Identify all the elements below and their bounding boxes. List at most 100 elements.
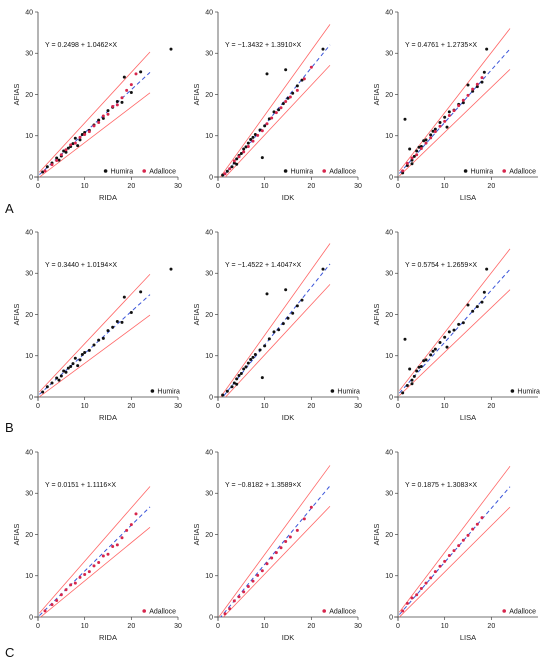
y-tick-label: 0 (29, 614, 33, 621)
data-point (429, 136, 433, 140)
data-point (83, 350, 87, 354)
x-tick-label: 0 (396, 403, 400, 410)
data-point (415, 593, 419, 597)
y-tick-label: 40 (25, 9, 33, 16)
x-axis-label: IDK (282, 193, 295, 202)
data-point (466, 93, 470, 97)
y-axis-label: AFIAS (192, 304, 201, 326)
x-tick-label: 20 (127, 183, 135, 190)
data-point (246, 584, 250, 588)
legend-label-humira: Humira (337, 388, 360, 395)
lower-band-line (399, 289, 511, 396)
x-tick-label: 10 (261, 623, 269, 630)
data-point (403, 117, 407, 121)
data-point (480, 516, 484, 520)
data-point (270, 116, 274, 120)
data-point (438, 341, 442, 345)
data-point (242, 367, 246, 371)
data-point (97, 121, 101, 125)
data-point (279, 106, 283, 110)
data-point (242, 147, 246, 151)
data-point (251, 135, 255, 139)
data-point (281, 322, 285, 326)
data-point (223, 612, 227, 616)
x-tick-label: 20 (487, 183, 495, 190)
data-point (457, 322, 461, 326)
data-point (239, 371, 243, 375)
data-point (281, 102, 285, 106)
regression-equation: Y = 0.3440 + 1.0194×X (45, 262, 117, 269)
data-point (115, 320, 119, 324)
data-point (45, 165, 49, 169)
chart-panel-B-lisa: 0 10 20 30 40 0 10 20 LISA AFIAS Y = 0.5754 + 1.26… (372, 229, 540, 422)
data-point (50, 163, 54, 167)
data-point (291, 91, 295, 95)
x-tick-label: 0 (396, 183, 400, 190)
data-point (419, 587, 423, 591)
data-point (286, 96, 290, 100)
y-tick-label: 30 (25, 51, 33, 58)
data-point (267, 337, 271, 341)
data-point (485, 267, 489, 271)
legend-marker-adalloce (322, 609, 327, 613)
y-tick-label: 10 (385, 353, 393, 360)
data-point (321, 267, 325, 271)
data-point (447, 110, 451, 114)
series-adalloce (43, 72, 138, 173)
data-point (57, 158, 61, 162)
data-point (106, 112, 110, 116)
data-point (253, 353, 257, 357)
chart-panel-A-lisa: 0 10 20 30 40 0 10 20 LISA AFIAS Y = 0.4761 + 1.27… (372, 9, 538, 202)
data-point (284, 100, 288, 104)
x-tick-label: 20 (127, 623, 135, 630)
data-point (438, 124, 442, 128)
data-point (249, 137, 253, 141)
x-tick-label: 30 (174, 403, 182, 410)
data-point (120, 536, 124, 540)
y-tick-label: 30 (205, 51, 213, 58)
data-point (475, 522, 479, 526)
data-point (410, 158, 414, 162)
data-point (115, 100, 119, 104)
data-point (232, 159, 236, 163)
y-tick-label: 0 (209, 174, 213, 181)
data-point (246, 361, 250, 365)
upper-band-line (220, 243, 331, 397)
data-point (302, 77, 306, 81)
data-point (43, 609, 47, 613)
data-point (466, 303, 470, 307)
y-tick-label: 30 (25, 271, 33, 278)
data-point (78, 358, 82, 362)
legend-marker-adalloce (142, 169, 146, 173)
fit-lines (399, 248, 511, 396)
y-tick-label: 20 (205, 532, 213, 539)
series-humira (221, 267, 325, 397)
data-point (169, 47, 173, 51)
data-point (80, 353, 84, 357)
data-point (225, 169, 229, 173)
data-point (237, 374, 241, 378)
y-tick-label: 10 (205, 133, 213, 140)
data-point (295, 304, 299, 308)
data-point (106, 109, 110, 113)
data-point (59, 593, 63, 597)
data-point (55, 599, 59, 602)
x-axis-label: RIDA (99, 413, 117, 422)
data-point (482, 70, 486, 74)
data-point (253, 133, 257, 137)
data-point (408, 147, 412, 151)
data-point (139, 70, 143, 74)
data-point (169, 267, 173, 271)
data-point (457, 104, 461, 108)
y-tick-label: 20 (25, 92, 33, 99)
legend-label-adalloce: Adalloce (329, 168, 356, 175)
regression-equation: Y = 0.4761 + 1.2735×X (405, 42, 477, 49)
x-tick-label: 20 (127, 403, 135, 410)
data-point (76, 364, 80, 368)
data-point (239, 151, 243, 155)
data-point (55, 156, 59, 160)
x-tick-label: 0 (36, 623, 40, 630)
data-point (78, 575, 82, 579)
data-point (73, 356, 77, 360)
